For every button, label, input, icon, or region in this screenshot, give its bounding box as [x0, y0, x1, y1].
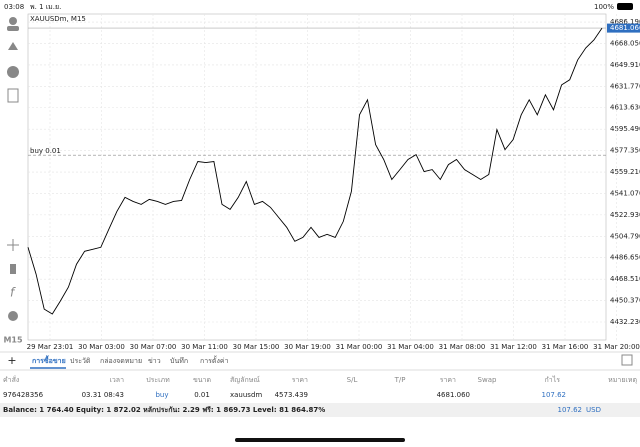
status-battery: 100%: [594, 3, 614, 11]
summary-bg: [0, 403, 640, 417]
layout-icon[interactable]: [621, 354, 633, 366]
table-header: S/L: [347, 376, 358, 384]
x-tick-label: 31 Mar 20:00: [593, 343, 640, 351]
y-tick-label: 4668.050: [610, 39, 640, 47]
x-tick-label: 31 Mar 00:00: [336, 343, 383, 351]
bid-label-bg: [607, 23, 640, 33]
y-tick-label: 4504.790: [610, 232, 640, 240]
table-header: Swap: [478, 376, 497, 384]
chat-icon[interactable]: [7, 66, 19, 78]
y-tick-label: 4450.370: [610, 297, 640, 305]
y-tick-label: 4541.070: [610, 189, 640, 197]
battery-icon: [617, 3, 633, 10]
y-tick-label: 4595.490: [610, 125, 640, 133]
order-label: buy 0.01: [30, 147, 61, 155]
timeframe[interactable]: M15: [3, 336, 23, 345]
x-tick-label: 30 Mar 07:00: [130, 343, 177, 351]
table-header: ราคา: [292, 376, 308, 384]
status-date: พ. 1 เม.ย.: [30, 3, 61, 11]
table-cell: 107.62: [542, 391, 567, 399]
x-tick-label: 30 Mar 19:00: [284, 343, 331, 351]
table-header: กำไร: [545, 375, 561, 384]
tab[interactable]: บันทึก: [170, 356, 188, 365]
bid-label: 4681.060: [610, 24, 640, 32]
table-cell: 0.01: [194, 391, 210, 399]
add-button[interactable]: +: [7, 354, 16, 367]
x-tick-label: 30 Mar 03:00: [78, 343, 125, 351]
table-header: สัญลักษณ์: [230, 376, 260, 384]
tab[interactable]: ข่าว: [148, 357, 161, 365]
x-tick-label: 31 Mar 08:00: [439, 343, 486, 351]
tab[interactable]: การตั้งค่า: [200, 354, 229, 365]
x-tick-label: 30 Mar 15:00: [233, 343, 280, 351]
account-icon-body: [7, 26, 19, 31]
y-tick-label: 4559.210: [610, 168, 640, 176]
table-cell: 4681.060: [437, 391, 470, 399]
x-tick-label: 31 Mar 04:00: [387, 343, 434, 351]
table-header: ขนาด: [193, 376, 211, 384]
tab[interactable]: การซื้อขาย: [32, 354, 66, 365]
x-tick-label: 29 Mar 23:01: [27, 343, 74, 351]
indicator-icon[interactable]: [10, 264, 16, 274]
new-icon[interactable]: [7, 88, 19, 103]
crosshair-icon[interactable]: [7, 239, 19, 251]
table-header: เวลา: [109, 376, 124, 384]
tab[interactable]: ประวัติ: [70, 357, 91, 365]
y-tick-label: 4686.190: [610, 18, 640, 26]
y-tick-label: 4649.910: [610, 61, 640, 69]
table-header: ราคา: [440, 376, 456, 384]
table-cell: buy: [155, 391, 168, 399]
y-tick-label: 4613.630: [610, 104, 640, 112]
tab[interactable]: กล่องจดหมาย: [100, 357, 142, 365]
status-time: 03:08: [4, 3, 24, 11]
y-tick-label: 4468.510: [610, 275, 640, 283]
y-tick-label: 4486.650: [610, 254, 640, 262]
x-tick-label: 31 Mar 12:00: [490, 343, 537, 351]
price-line: [27, 27, 603, 315]
table-cell: xauusdm: [230, 391, 262, 399]
summary-currency: USD: [586, 406, 601, 414]
table-cell: 4573.439: [275, 391, 308, 399]
objects-icon[interactable]: [8, 311, 18, 321]
table-header: หมายเหตุ: [608, 376, 637, 384]
y-tick-label: 4432.230: [610, 318, 640, 326]
table-cell: 976428356: [3, 391, 44, 399]
trade-icon[interactable]: [8, 42, 18, 50]
x-tick-label: 30 Mar 11:00: [181, 343, 228, 351]
y-tick-label: 4631.770: [610, 82, 640, 90]
home-indicator: [235, 438, 405, 442]
summary-profit: 107.62: [558, 406, 583, 414]
table-header: ประเภท: [146, 376, 170, 384]
x-tick-label: 31 Mar 16:00: [542, 343, 589, 351]
account-icon[interactable]: [9, 17, 17, 25]
chart-frame: [27, 13, 607, 341]
table-cell: 03.31 08:43: [82, 391, 124, 399]
function-icon[interactable]: f: [10, 286, 16, 300]
table-header: คำสั่ง: [3, 375, 19, 384]
table-header: T/P: [394, 376, 406, 384]
y-tick-label: 4522.930: [610, 211, 640, 219]
left-toolbar: f: [7, 17, 19, 321]
y-tick-label: 4577.350: [610, 147, 640, 155]
chart-title: XAUUSDm, M15: [30, 15, 86, 23]
summary-text: Balance: 1 764.40 Equity: 1 872.02 หลักป…: [3, 406, 325, 414]
